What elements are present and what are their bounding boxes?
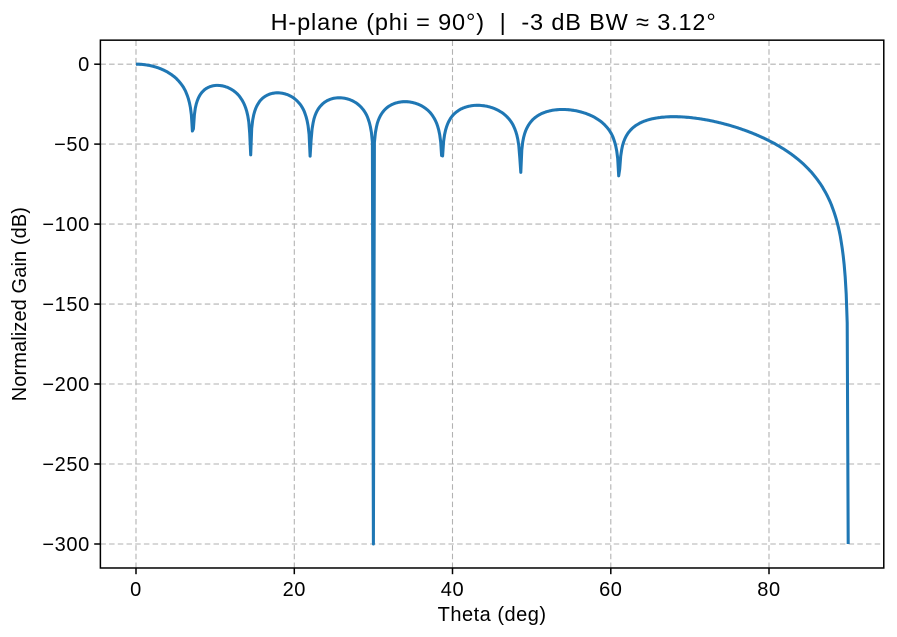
svg-text:80: 80 [757, 579, 780, 601]
svg-text:−300: −300 [42, 534, 89, 556]
svg-text:−150: −150 [42, 294, 89, 316]
svg-text:−250: −250 [42, 454, 89, 476]
svg-text:−200: −200 [42, 374, 89, 396]
svg-text:Normalized Gain (dB): Normalized Gain (dB) [9, 207, 31, 401]
svg-text:40: 40 [441, 579, 464, 601]
svg-text:0: 0 [78, 54, 90, 76]
svg-text:60: 60 [599, 579, 622, 601]
svg-text:H-plane (phi = 90°) | -3 dB: H-plane (phi = 90°) | -3 dB BW ≈ 3.12° [271, 9, 717, 35]
svg-text:Theta (deg): Theta (deg) [438, 604, 547, 626]
svg-text:20: 20 [283, 579, 306, 601]
svg-text:−50: −50 [54, 134, 90, 156]
svg-text:−100: −100 [42, 214, 89, 236]
svg-text:0: 0 [130, 579, 142, 601]
